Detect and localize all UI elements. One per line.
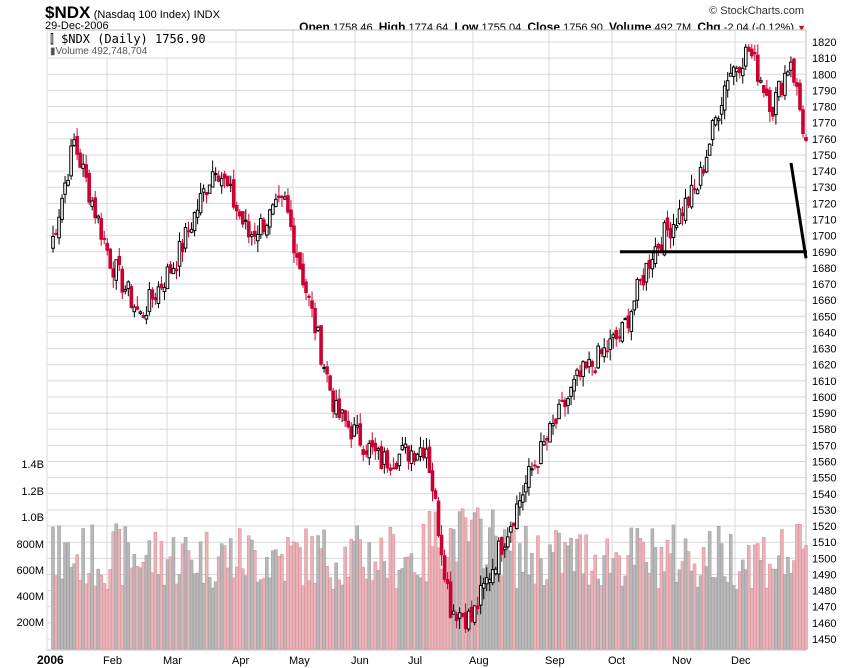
svg-text:Jun: Jun: [351, 655, 369, 667]
svg-text:1.2B: 1.2B: [21, 486, 44, 498]
svg-text:1570: 1570: [812, 440, 836, 452]
svg-text:1590: 1590: [812, 408, 836, 420]
candlesticks: [51, 43, 808, 633]
svg-text:1470: 1470: [812, 602, 836, 614]
svg-text:1670: 1670: [812, 279, 836, 291]
svg-text:600M: 600M: [16, 565, 44, 577]
svg-text:Mar: Mar: [163, 655, 182, 667]
svg-text:1770: 1770: [812, 118, 836, 130]
svg-text:Jul: Jul: [408, 655, 422, 667]
svg-text:1490: 1490: [812, 569, 836, 581]
svg-text:1540: 1540: [812, 489, 836, 501]
svg-text:1520: 1520: [812, 521, 836, 533]
svg-text:1.0B: 1.0B: [21, 512, 44, 524]
svg-text:1710: 1710: [812, 214, 836, 226]
svg-text:Sep: Sep: [545, 655, 565, 667]
svg-text:1580: 1580: [812, 424, 836, 436]
svg-text:1.4B: 1.4B: [21, 459, 44, 471]
svg-text:1630: 1630: [812, 344, 836, 356]
candle-icon: ⫿: [50, 32, 54, 46]
down-arrow-icon: ▼: [797, 23, 806, 33]
price-legend: $NDX (Daily) 1756.90: [61, 32, 206, 46]
chart-date: 29-Dec-2006: [45, 20, 109, 32]
svg-text:1450: 1450: [812, 634, 836, 646]
exchange: INDX: [193, 9, 220, 21]
svg-text:1690: 1690: [812, 247, 836, 259]
axes: 1450 1460 1470 1480 1490 1500 1510 1520 1530 1540…: [16, 37, 836, 667]
svg-text:1720: 1720: [812, 198, 836, 210]
svg-text:200M: 200M: [16, 617, 44, 629]
svg-text:Nov: Nov: [672, 655, 692, 667]
svg-text:400M: 400M: [16, 591, 44, 603]
index-name: (Nasdaq 100 Index): [93, 9, 191, 21]
svg-text:1780: 1780: [812, 102, 836, 114]
svg-text:Oct: Oct: [608, 655, 625, 667]
svg-text:1760: 1760: [812, 134, 836, 146]
svg-text:May: May: [289, 655, 310, 667]
svg-text:Apr: Apr: [232, 655, 249, 667]
svg-text:1820: 1820: [812, 37, 836, 49]
svg-text:1510: 1510: [812, 537, 836, 549]
svg-text:Feb: Feb: [103, 655, 122, 667]
svg-text:1480: 1480: [812, 586, 836, 598]
svg-text:1740: 1740: [812, 166, 836, 178]
svg-text:1610: 1610: [812, 376, 836, 388]
svg-text:2006: 2006: [37, 653, 64, 667]
volume-icon: ▮: [50, 46, 56, 57]
svg-text:1530: 1530: [812, 505, 836, 517]
brand-label: © StockCharts.com: [709, 5, 804, 17]
svg-text:1750: 1750: [812, 150, 836, 162]
svg-text:1790: 1790: [812, 85, 836, 97]
svg-text:800M: 800M: [16, 539, 44, 551]
svg-text:Dec: Dec: [731, 655, 751, 667]
svg-text:1560: 1560: [812, 457, 836, 469]
trend-annotations: [620, 162, 808, 259]
svg-text:1640: 1640: [812, 327, 836, 339]
chart-legend: ⫿ $NDX (Daily) 1756.90 ▮Volume 492,748,7…: [48, 32, 208, 57]
chart-title: $NDX (Nasdaq 100 Index) INDX: [45, 3, 220, 23]
svg-text:Aug: Aug: [469, 655, 489, 667]
svg-text:1680: 1680: [812, 263, 836, 275]
svg-text:1620: 1620: [812, 360, 836, 372]
svg-text:1700: 1700: [812, 231, 836, 243]
svg-text:1810: 1810: [812, 53, 836, 65]
svg-text:1460: 1460: [812, 618, 836, 630]
svg-text:1730: 1730: [812, 182, 836, 194]
svg-text:1600: 1600: [812, 392, 836, 404]
svg-text:1660: 1660: [812, 295, 836, 307]
volume-bars: [51, 507, 808, 650]
svg-text:1550: 1550: [812, 473, 836, 485]
volume-legend: Volume 492,748,704: [55, 46, 148, 57]
svg-text:1500: 1500: [812, 553, 836, 565]
svg-text:1650: 1650: [812, 311, 836, 323]
svg-text:1800: 1800: [812, 69, 836, 81]
symbol: $NDX: [45, 3, 91, 22]
